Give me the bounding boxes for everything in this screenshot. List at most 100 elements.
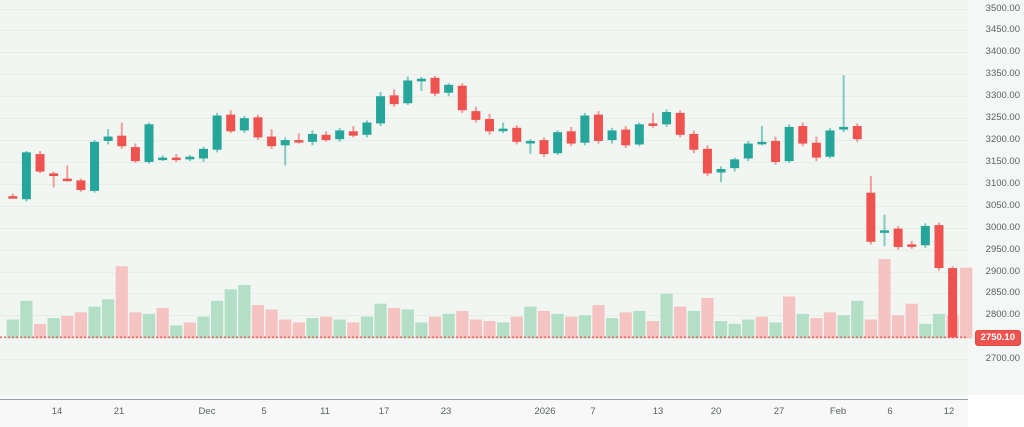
volume-bar <box>660 293 673 339</box>
candlestick[interactable] <box>144 122 154 164</box>
candlestick[interactable] <box>743 140 753 162</box>
candle-body <box>866 192 876 242</box>
grid-line <box>0 96 968 97</box>
candlestick[interactable] <box>35 151 45 173</box>
candle-body <box>253 117 263 138</box>
candlestick[interactable] <box>280 137 290 166</box>
candlestick[interactable] <box>117 122 127 149</box>
candlestick[interactable] <box>416 76 426 91</box>
candlestick[interactable] <box>226 110 236 134</box>
candlestick[interactable] <box>634 122 644 147</box>
candlestick[interactable] <box>907 240 917 249</box>
candlestick[interactable] <box>757 126 767 146</box>
candlestick[interactable] <box>76 178 86 192</box>
candlestick[interactable] <box>879 214 889 247</box>
candle-body <box>471 111 481 120</box>
candlestick[interactable] <box>62 165 72 182</box>
candlestick[interactable] <box>294 133 304 144</box>
volume-bar <box>279 319 292 339</box>
candlestick[interactable] <box>90 140 100 193</box>
candlestick[interactable] <box>852 123 862 142</box>
candle-body <box>716 169 726 173</box>
candlestick[interactable] <box>444 83 454 97</box>
candlestick[interactable] <box>948 266 958 339</box>
candlestick[interactable] <box>525 139 535 155</box>
candlestick[interactable] <box>648 112 658 128</box>
candlestick[interactable] <box>920 223 930 248</box>
grid-line <box>0 30 968 31</box>
candle-body <box>348 131 358 136</box>
candle-body <box>920 225 930 246</box>
candle-body <box>784 126 794 162</box>
candlestick[interactable] <box>866 176 876 245</box>
candlestick[interactable] <box>702 145 712 177</box>
candlestick[interactable] <box>171 154 181 162</box>
candlestick[interactable] <box>539 137 549 157</box>
candlestick[interactable] <box>130 143 140 163</box>
candlestick[interactable] <box>212 112 222 153</box>
volume-bar <box>415 322 428 339</box>
candlestick[interactable] <box>185 154 195 162</box>
candlestick[interactable] <box>457 83 467 113</box>
candlestick[interactable] <box>798 122 808 147</box>
candlestick[interactable] <box>376 91 386 127</box>
candle-body <box>171 157 181 161</box>
candlestick[interactable] <box>253 114 263 141</box>
candlestick[interactable] <box>389 89 399 107</box>
time-axis-tick: 17 <box>378 406 390 417</box>
price-axis-tick: 3450.00 <box>985 24 1020 36</box>
candlestick[interactable] <box>158 155 168 162</box>
candlestick[interactable] <box>893 225 903 250</box>
candlestick[interactable] <box>348 126 358 138</box>
candlestick[interactable] <box>403 76 413 105</box>
candle-body <box>648 123 658 126</box>
candlestick[interactable] <box>607 127 617 144</box>
candlestick[interactable] <box>498 122 508 134</box>
volume-bar <box>401 309 414 339</box>
volume-bar <box>960 267 973 339</box>
candle-body <box>539 140 549 155</box>
price-axis-tick: 2850.00 <box>985 287 1020 299</box>
candle-body <box>21 152 31 200</box>
candlestick[interactable] <box>239 115 249 134</box>
current-price-badge[interactable]: 2750.10 <box>974 330 1021 347</box>
candlestick[interactable] <box>580 112 590 146</box>
candlestick[interactable] <box>471 106 481 123</box>
candlestick[interactable] <box>784 124 794 163</box>
candlestick[interactable] <box>21 151 31 202</box>
candlestick[interactable] <box>103 129 113 145</box>
candle-wick <box>502 122 505 134</box>
candlestick[interactable] <box>512 125 522 145</box>
candlestick[interactable] <box>839 75 849 133</box>
candlestick[interactable] <box>267 129 277 149</box>
candlestick[interactable] <box>321 131 331 142</box>
candlestick[interactable] <box>593 111 603 144</box>
candlestick[interactable] <box>771 136 781 165</box>
candlestick[interactable] <box>689 130 699 154</box>
candlestick[interactable] <box>675 110 685 138</box>
candlestick[interactable] <box>430 76 440 97</box>
candlestick[interactable] <box>485 113 495 135</box>
candlestick[interactable] <box>662 109 672 127</box>
candlestick[interactable] <box>335 127 345 142</box>
candlestick[interactable] <box>566 126 576 147</box>
candlestick[interactable] <box>307 130 317 146</box>
candlestick[interactable] <box>934 222 944 271</box>
volume-bar <box>837 315 850 339</box>
candlesticks[interactable] <box>8 75 958 339</box>
candlestick[interactable] <box>825 127 835 159</box>
candlestick[interactable] <box>621 126 631 148</box>
candlestick[interactable] <box>716 166 726 183</box>
candlestick[interactable] <box>811 136 821 162</box>
grid-line <box>0 272 968 273</box>
candlestick[interactable] <box>49 171 59 188</box>
candlestick[interactable] <box>198 146 208 162</box>
candlestick[interactable] <box>553 130 563 155</box>
candlestick[interactable] <box>730 157 740 172</box>
volume-bar <box>183 322 196 339</box>
candlestick[interactable] <box>8 193 18 199</box>
volume-bar <box>74 312 88 339</box>
candlestick[interactable] <box>362 120 372 138</box>
